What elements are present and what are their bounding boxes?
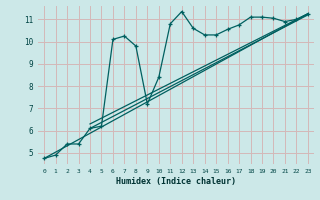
X-axis label: Humidex (Indice chaleur): Humidex (Indice chaleur)	[116, 177, 236, 186]
